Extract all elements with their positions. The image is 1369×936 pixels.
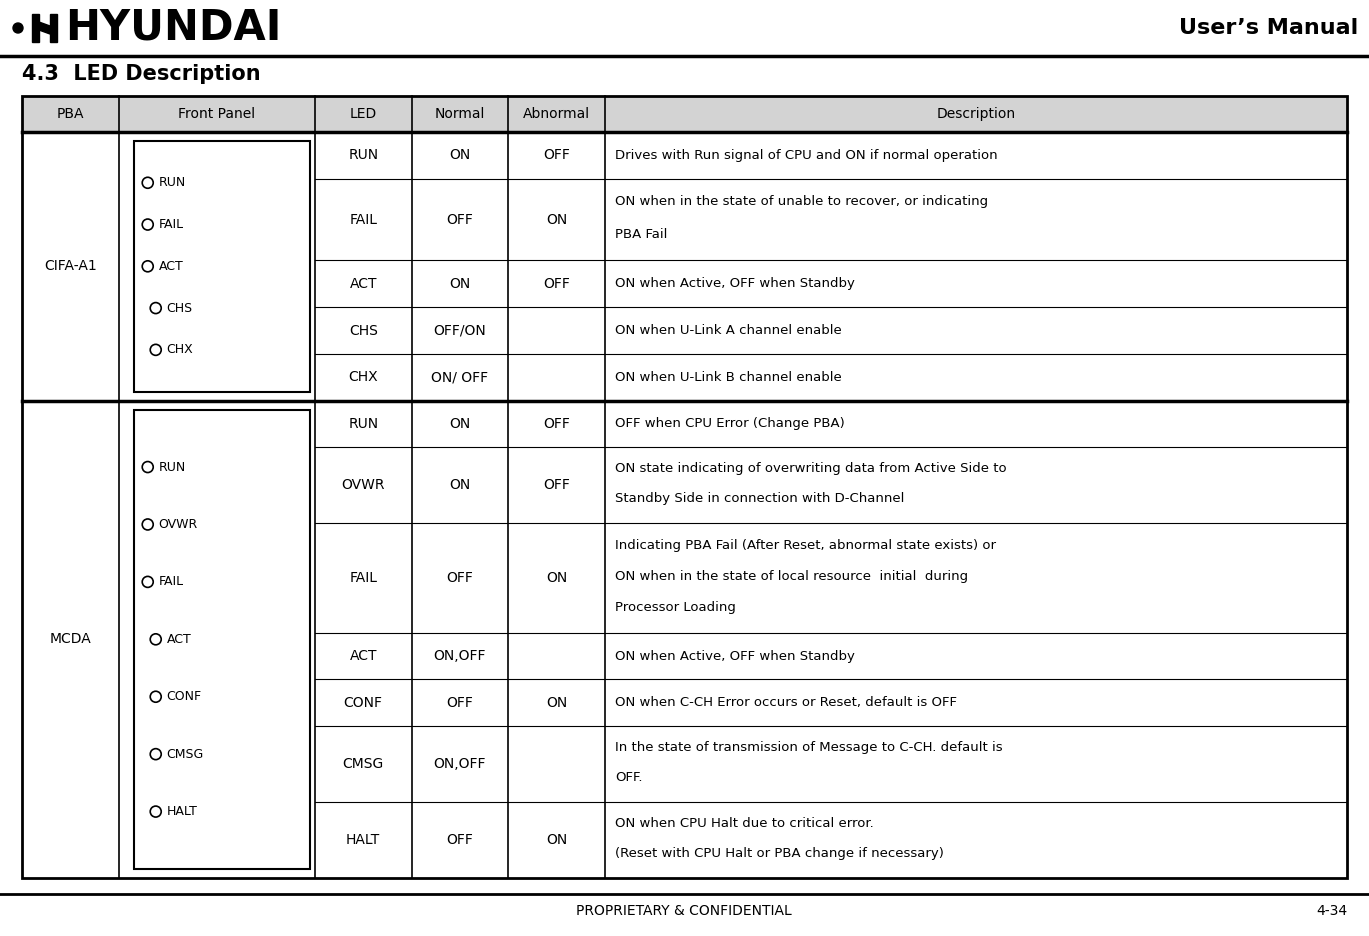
Text: HALT: HALT (346, 833, 381, 847)
Text: OFF: OFF (446, 833, 474, 847)
Text: OVWR: OVWR (159, 518, 199, 531)
Polygon shape (38, 22, 51, 34)
Circle shape (142, 177, 153, 188)
Text: 4.3  LED Description: 4.3 LED Description (22, 64, 260, 84)
Text: CMSG: CMSG (342, 757, 383, 771)
Text: ACT: ACT (167, 633, 192, 646)
Text: ON when Active, OFF when Standby: ON when Active, OFF when Standby (615, 277, 854, 290)
Text: Abnormal: Abnormal (523, 107, 590, 121)
Text: FAIL: FAIL (159, 218, 183, 231)
Text: CHS: CHS (349, 324, 378, 338)
Bar (22, 96, 1347, 132)
Text: OFF: OFF (446, 571, 474, 585)
Text: ON when in the state of unable to recover, or indicating: ON when in the state of unable to recove… (615, 195, 988, 208)
Text: CMSG: CMSG (167, 748, 204, 761)
Text: Processor Loading: Processor Loading (615, 601, 737, 614)
Bar (51, 14, 57, 42)
Text: Drives with Run signal of CPU and ON if normal operation: Drives with Run signal of CPU and ON if … (615, 149, 998, 162)
Text: ACT: ACT (159, 260, 183, 272)
Text: ON when Active, OFF when Standby: ON when Active, OFF when Standby (615, 650, 854, 663)
Text: Indicating PBA Fail (After Reset, abnormal state exists) or: Indicating PBA Fail (After Reset, abnorm… (615, 538, 997, 551)
Text: Standby Side in connection with D-Channel: Standby Side in connection with D-Channe… (615, 492, 905, 505)
Text: FAIL: FAIL (349, 212, 378, 227)
Text: PROPRIETARY & CONFIDENTIAL: PROPRIETARY & CONFIDENTIAL (576, 904, 791, 918)
Bar (134, 410, 309, 869)
Text: ON: ON (546, 695, 567, 709)
Text: ON: ON (546, 212, 567, 227)
Text: ON/ OFF: ON/ OFF (431, 371, 489, 385)
Circle shape (151, 749, 162, 760)
Text: CHS: CHS (167, 301, 193, 314)
Text: CONF: CONF (167, 690, 201, 703)
Text: PBA Fail: PBA Fail (615, 227, 667, 241)
Text: FAIL: FAIL (349, 571, 378, 585)
Circle shape (142, 261, 153, 271)
Circle shape (151, 691, 162, 702)
Circle shape (151, 302, 162, 314)
Text: ACT: ACT (349, 649, 376, 663)
Text: OFF.: OFF. (615, 771, 642, 784)
Text: RUN: RUN (159, 176, 186, 189)
Circle shape (142, 219, 153, 230)
Text: ACT: ACT (349, 277, 376, 291)
Circle shape (142, 519, 153, 530)
Circle shape (151, 806, 162, 817)
Bar (134, 141, 309, 391)
Bar (22, 96, 1347, 878)
Text: CONF: CONF (344, 695, 383, 709)
Text: OFF: OFF (543, 417, 570, 431)
Text: User’s Manual: User’s Manual (1179, 18, 1358, 38)
Text: OVWR: OVWR (341, 478, 385, 492)
Text: ON when U-Link A channel enable: ON when U-Link A channel enable (615, 324, 842, 337)
Text: ON: ON (449, 149, 471, 162)
Text: ON: ON (449, 478, 471, 492)
Text: ON: ON (546, 571, 567, 585)
Text: ON: ON (449, 417, 471, 431)
Circle shape (142, 577, 153, 588)
Text: FAIL: FAIL (159, 576, 183, 589)
Text: ON,OFF: ON,OFF (434, 649, 486, 663)
Text: OFF: OFF (446, 212, 474, 227)
Circle shape (151, 634, 162, 645)
Circle shape (142, 461, 153, 473)
Text: Normal: Normal (435, 107, 485, 121)
Text: LED: LED (349, 107, 376, 121)
Text: MCDA: MCDA (49, 633, 92, 647)
Text: ON,OFF: ON,OFF (434, 757, 486, 771)
Text: Front Panel: Front Panel (178, 107, 256, 121)
Text: In the state of transmission of Message to C-CH. default is: In the state of transmission of Message … (615, 741, 1002, 753)
Text: PBA: PBA (56, 107, 84, 121)
Text: RUN: RUN (348, 149, 378, 162)
Text: OFF: OFF (543, 149, 570, 162)
Text: CHX: CHX (348, 371, 378, 385)
Text: CHX: CHX (167, 344, 193, 357)
Circle shape (151, 344, 162, 356)
Text: HYUNDAI: HYUNDAI (64, 7, 282, 49)
Bar (31, 14, 38, 42)
Text: Description: Description (936, 107, 1016, 121)
Text: OFF: OFF (543, 277, 570, 291)
Text: RUN: RUN (159, 461, 186, 474)
Text: CIFA-A1: CIFA-A1 (44, 259, 97, 273)
Text: ON state indicating of overwriting data from Active Side to: ON state indicating of overwriting data … (615, 462, 1006, 475)
Text: OFF: OFF (446, 695, 474, 709)
Text: OFF/ON: OFF/ON (434, 324, 486, 338)
Text: ON when C-CH Error occurs or Reset, default is OFF: ON when C-CH Error occurs or Reset, defa… (615, 696, 957, 709)
Text: (Reset with CPU Halt or PBA change if necessary): (Reset with CPU Halt or PBA change if ne… (615, 847, 943, 860)
Text: ON when U-Link B channel enable: ON when U-Link B channel enable (615, 371, 842, 384)
Circle shape (12, 23, 23, 33)
Text: ON: ON (546, 833, 567, 847)
Text: OFF when CPU Error (Change PBA): OFF when CPU Error (Change PBA) (615, 417, 845, 431)
Text: OFF: OFF (543, 478, 570, 492)
Text: RUN: RUN (348, 417, 378, 431)
Text: ON when CPU Halt due to critical error.: ON when CPU Halt due to critical error. (615, 817, 873, 830)
Text: ON when in the state of local resource  initial  during: ON when in the state of local resource i… (615, 570, 968, 583)
Text: 4-34: 4-34 (1316, 904, 1347, 918)
Text: ON: ON (449, 277, 471, 291)
Text: HALT: HALT (167, 805, 197, 818)
